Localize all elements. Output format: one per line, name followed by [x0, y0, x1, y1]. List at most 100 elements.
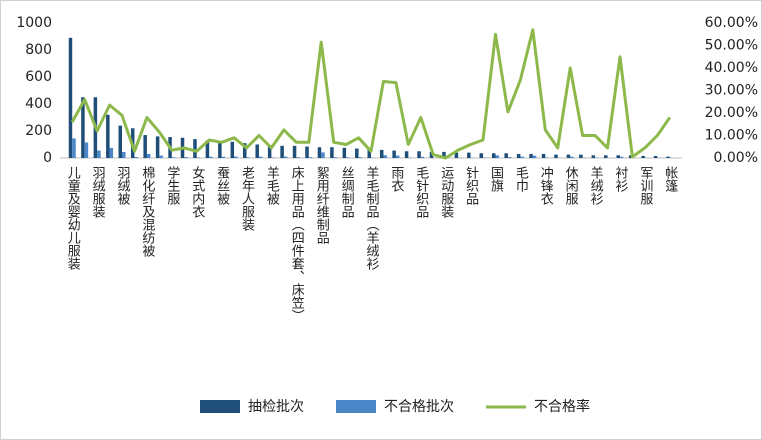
- bar: [146, 153, 151, 158]
- bar: [155, 136, 160, 158]
- x-tick-label: 毛巾: [513, 166, 529, 192]
- bar: [243, 143, 247, 158]
- bar: [507, 157, 512, 158]
- bar: [292, 145, 297, 158]
- bar: [579, 154, 583, 158]
- bar: [591, 155, 596, 158]
- y2-tick-label: 10.00%: [705, 128, 758, 144]
- bar: [367, 149, 371, 158]
- bar: [491, 153, 496, 158]
- bar: [271, 157, 275, 158]
- bar: [134, 157, 138, 158]
- bar: [545, 157, 549, 158]
- bar: [619, 156, 624, 158]
- bar: [479, 153, 484, 158]
- x-tick-label: 军训服: [637, 166, 653, 205]
- legend-swatch: [336, 400, 376, 413]
- bar: [246, 157, 251, 158]
- bar: [355, 148, 359, 158]
- bar: [628, 155, 633, 158]
- bar: [383, 155, 387, 158]
- bar: [346, 157, 350, 158]
- bar: [604, 155, 608, 158]
- legend-label: 不合格率: [534, 398, 590, 415]
- x-tick-label: 羊绒衫: [588, 165, 604, 205]
- bar: [97, 150, 101, 158]
- x-tick-label: 棉化纤及混纺被: [139, 166, 155, 257]
- y-tick-label: 400: [25, 96, 52, 112]
- bar: [171, 157, 176, 158]
- bar: [420, 156, 425, 158]
- bar: [234, 156, 238, 158]
- bar: [283, 156, 288, 158]
- bar: [308, 157, 313, 158]
- bar: [84, 142, 89, 158]
- bar: [118, 125, 123, 158]
- bar: [296, 157, 300, 158]
- bar: [230, 141, 235, 158]
- x-tick-label: 针织品: [463, 166, 479, 205]
- bar: [395, 155, 400, 158]
- y2-tick-label: 30.00%: [705, 83, 758, 99]
- x-tick-label: 絮用纤维制品: [314, 165, 330, 244]
- y2-tick-label: 0.00%: [714, 150, 758, 166]
- y-tick-label: 600: [25, 69, 52, 85]
- bar: [653, 155, 658, 158]
- bar: [529, 153, 533, 158]
- x-tick-label: 雨衣: [388, 166, 404, 192]
- y-tick-label: 0: [43, 150, 52, 166]
- bar: [258, 156, 263, 158]
- bar: [442, 151, 446, 158]
- bar: [81, 97, 85, 158]
- x-tick-label: 蚕丝被: [214, 166, 230, 205]
- bar: [342, 147, 347, 158]
- bar: [516, 153, 521, 158]
- bar: [379, 149, 384, 158]
- bar: [392, 150, 396, 158]
- legend-label: 抽检批次: [248, 399, 304, 415]
- y2-tick-label: 60.00%: [705, 15, 758, 31]
- legend-swatch: [200, 400, 240, 413]
- bar: [541, 153, 546, 158]
- x-tick-label: 羽绒服装: [90, 166, 106, 218]
- bar: [495, 155, 499, 158]
- bar: [218, 141, 222, 158]
- bar: [196, 157, 201, 158]
- bar: [321, 152, 325, 158]
- bar: [532, 155, 537, 158]
- bar: [122, 151, 126, 158]
- bar: [467, 152, 471, 158]
- y2-tick-label: 20.00%: [705, 105, 758, 121]
- y-tick-label: 200: [25, 123, 52, 139]
- bar: [566, 154, 571, 158]
- bar: [184, 157, 188, 158]
- bar: [504, 153, 508, 158]
- bar: [280, 145, 284, 158]
- line-series: [70, 28, 672, 160]
- bar: [221, 156, 226, 158]
- x-tick-label: 女式内衣: [189, 165, 205, 218]
- bar: [209, 156, 213, 158]
- x-tick-label: 运动服装: [438, 166, 454, 218]
- x-tick-label: 床上用品（四件套、床笠）: [289, 166, 305, 322]
- bar: [305, 146, 309, 158]
- x-tick-label: 学生服: [164, 165, 180, 205]
- bar: [193, 139, 197, 158]
- x-tick-label: 老年人服装: [239, 166, 255, 231]
- y2-tick-label: 40.00%: [705, 60, 758, 76]
- x-tick-label: 衬衫: [612, 166, 628, 192]
- bar: [68, 37, 73, 158]
- bar: [404, 151, 409, 158]
- bar: [159, 155, 163, 158]
- x-tick-label: 丝绸制品: [339, 166, 355, 218]
- x-tick-label: 羽绒被: [115, 166, 131, 205]
- bar: [616, 155, 620, 158]
- bar: [106, 114, 110, 158]
- bar: [267, 145, 272, 158]
- bar: [641, 155, 645, 158]
- x-tick-label: 羊毛被: [264, 165, 280, 205]
- x-tick-label: 休闲服: [563, 166, 579, 205]
